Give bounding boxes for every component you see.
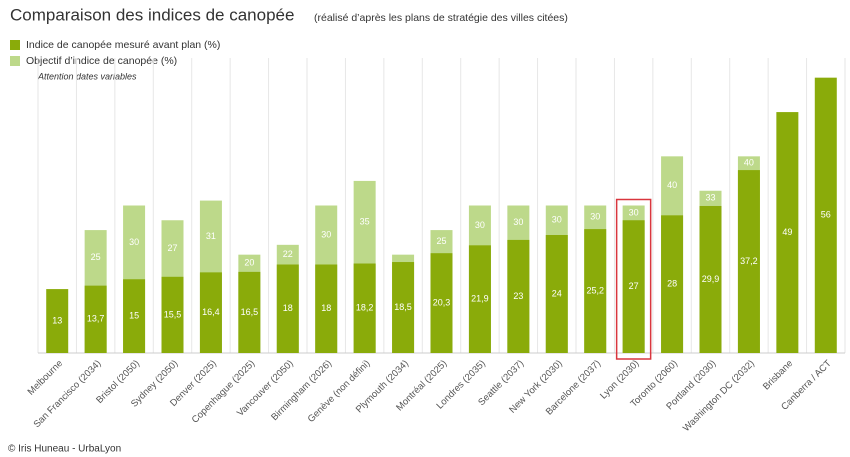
chart-title: Comparaison des indices de canopée [10, 5, 294, 24]
value-label: 13 [52, 315, 62, 325]
measured-bar [776, 112, 799, 353]
value-label: 20 [244, 258, 254, 268]
measured-bar [46, 289, 69, 353]
value-label: 30 [629, 207, 639, 217]
value-label: 33 [705, 193, 715, 203]
measured-bar [622, 220, 645, 353]
measured-bar [123, 279, 146, 353]
measured-bar [737, 170, 760, 353]
legend-swatch [10, 40, 20, 50]
value-label: 40 [744, 158, 754, 168]
measured-bar [661, 215, 684, 353]
measured-bar [276, 264, 299, 353]
measured-bar [584, 229, 607, 353]
legend-swatch [10, 56, 20, 66]
value-label: 13,7 [87, 314, 105, 324]
value-label: 21,9 [471, 294, 489, 304]
value-label: 15,5 [164, 309, 182, 319]
x-tick-label: Melbourne [26, 358, 66, 398]
value-label: 28 [667, 279, 677, 289]
measured-bar [84, 285, 107, 353]
value-label: 27 [629, 281, 639, 291]
value-label: 25,2 [586, 285, 604, 295]
value-label: 40 [667, 180, 677, 190]
annotation: Attention dates variables [37, 71, 137, 81]
value-label: 24 [552, 288, 562, 298]
legend-label: Objectif d’indice de canopée (%) [26, 55, 177, 67]
highlight-box [615, 198, 652, 360]
value-label: 27 [167, 243, 177, 253]
value-label: 49 [782, 227, 792, 237]
measured-bar [161, 276, 184, 353]
value-label: 25 [91, 252, 101, 262]
measured-bar [315, 264, 338, 353]
value-label: 30 [475, 220, 485, 230]
value-label: 23 [513, 291, 523, 301]
value-label: 18 [321, 303, 331, 313]
x-tick-label: Washington DC (2032) [681, 358, 757, 434]
x-tick-label: Brisbane [761, 358, 795, 392]
chart-subtitle: (réalisé d’après les plans de stratégie … [314, 12, 568, 24]
value-label: 16,4 [202, 307, 220, 317]
value-label: 20,3 [433, 297, 451, 307]
measured-bar [353, 263, 376, 353]
measured-bar [545, 235, 568, 353]
measured-bar [507, 239, 530, 353]
value-label: 18,2 [356, 303, 374, 313]
value-label: 18 [283, 303, 293, 313]
value-label: 22 [283, 249, 293, 259]
measured-bar [468, 245, 491, 353]
source: © Iris Huneau - UrbaLyon [8, 444, 121, 455]
x-tick-label: San Francisco (2034) [32, 358, 104, 430]
measured-bar [814, 77, 837, 354]
legend-label: Indice de canopée mesuré avant plan (%) [26, 39, 220, 51]
value-label: 56 [821, 210, 831, 220]
value-label: 30 [552, 215, 562, 225]
value-label: 16,5 [241, 307, 259, 317]
value-label: 18,5 [394, 302, 412, 312]
value-label: 35 [360, 217, 370, 227]
value-label: 30 [513, 217, 523, 227]
value-label: 30 [321, 229, 331, 239]
measured-bar [199, 272, 222, 353]
measured-bar [392, 262, 415, 353]
value-label: 37,2 [740, 256, 758, 266]
value-label: 31 [206, 231, 216, 241]
value-label: 25 [436, 236, 446, 246]
value-label: 30 [590, 212, 600, 222]
measured-bar [430, 253, 453, 353]
measured-bar [238, 271, 261, 353]
value-label: 29,9 [702, 274, 720, 284]
value-label: 30 [129, 237, 139, 247]
measured-bar [699, 205, 722, 353]
value-label: 15 [129, 311, 139, 321]
